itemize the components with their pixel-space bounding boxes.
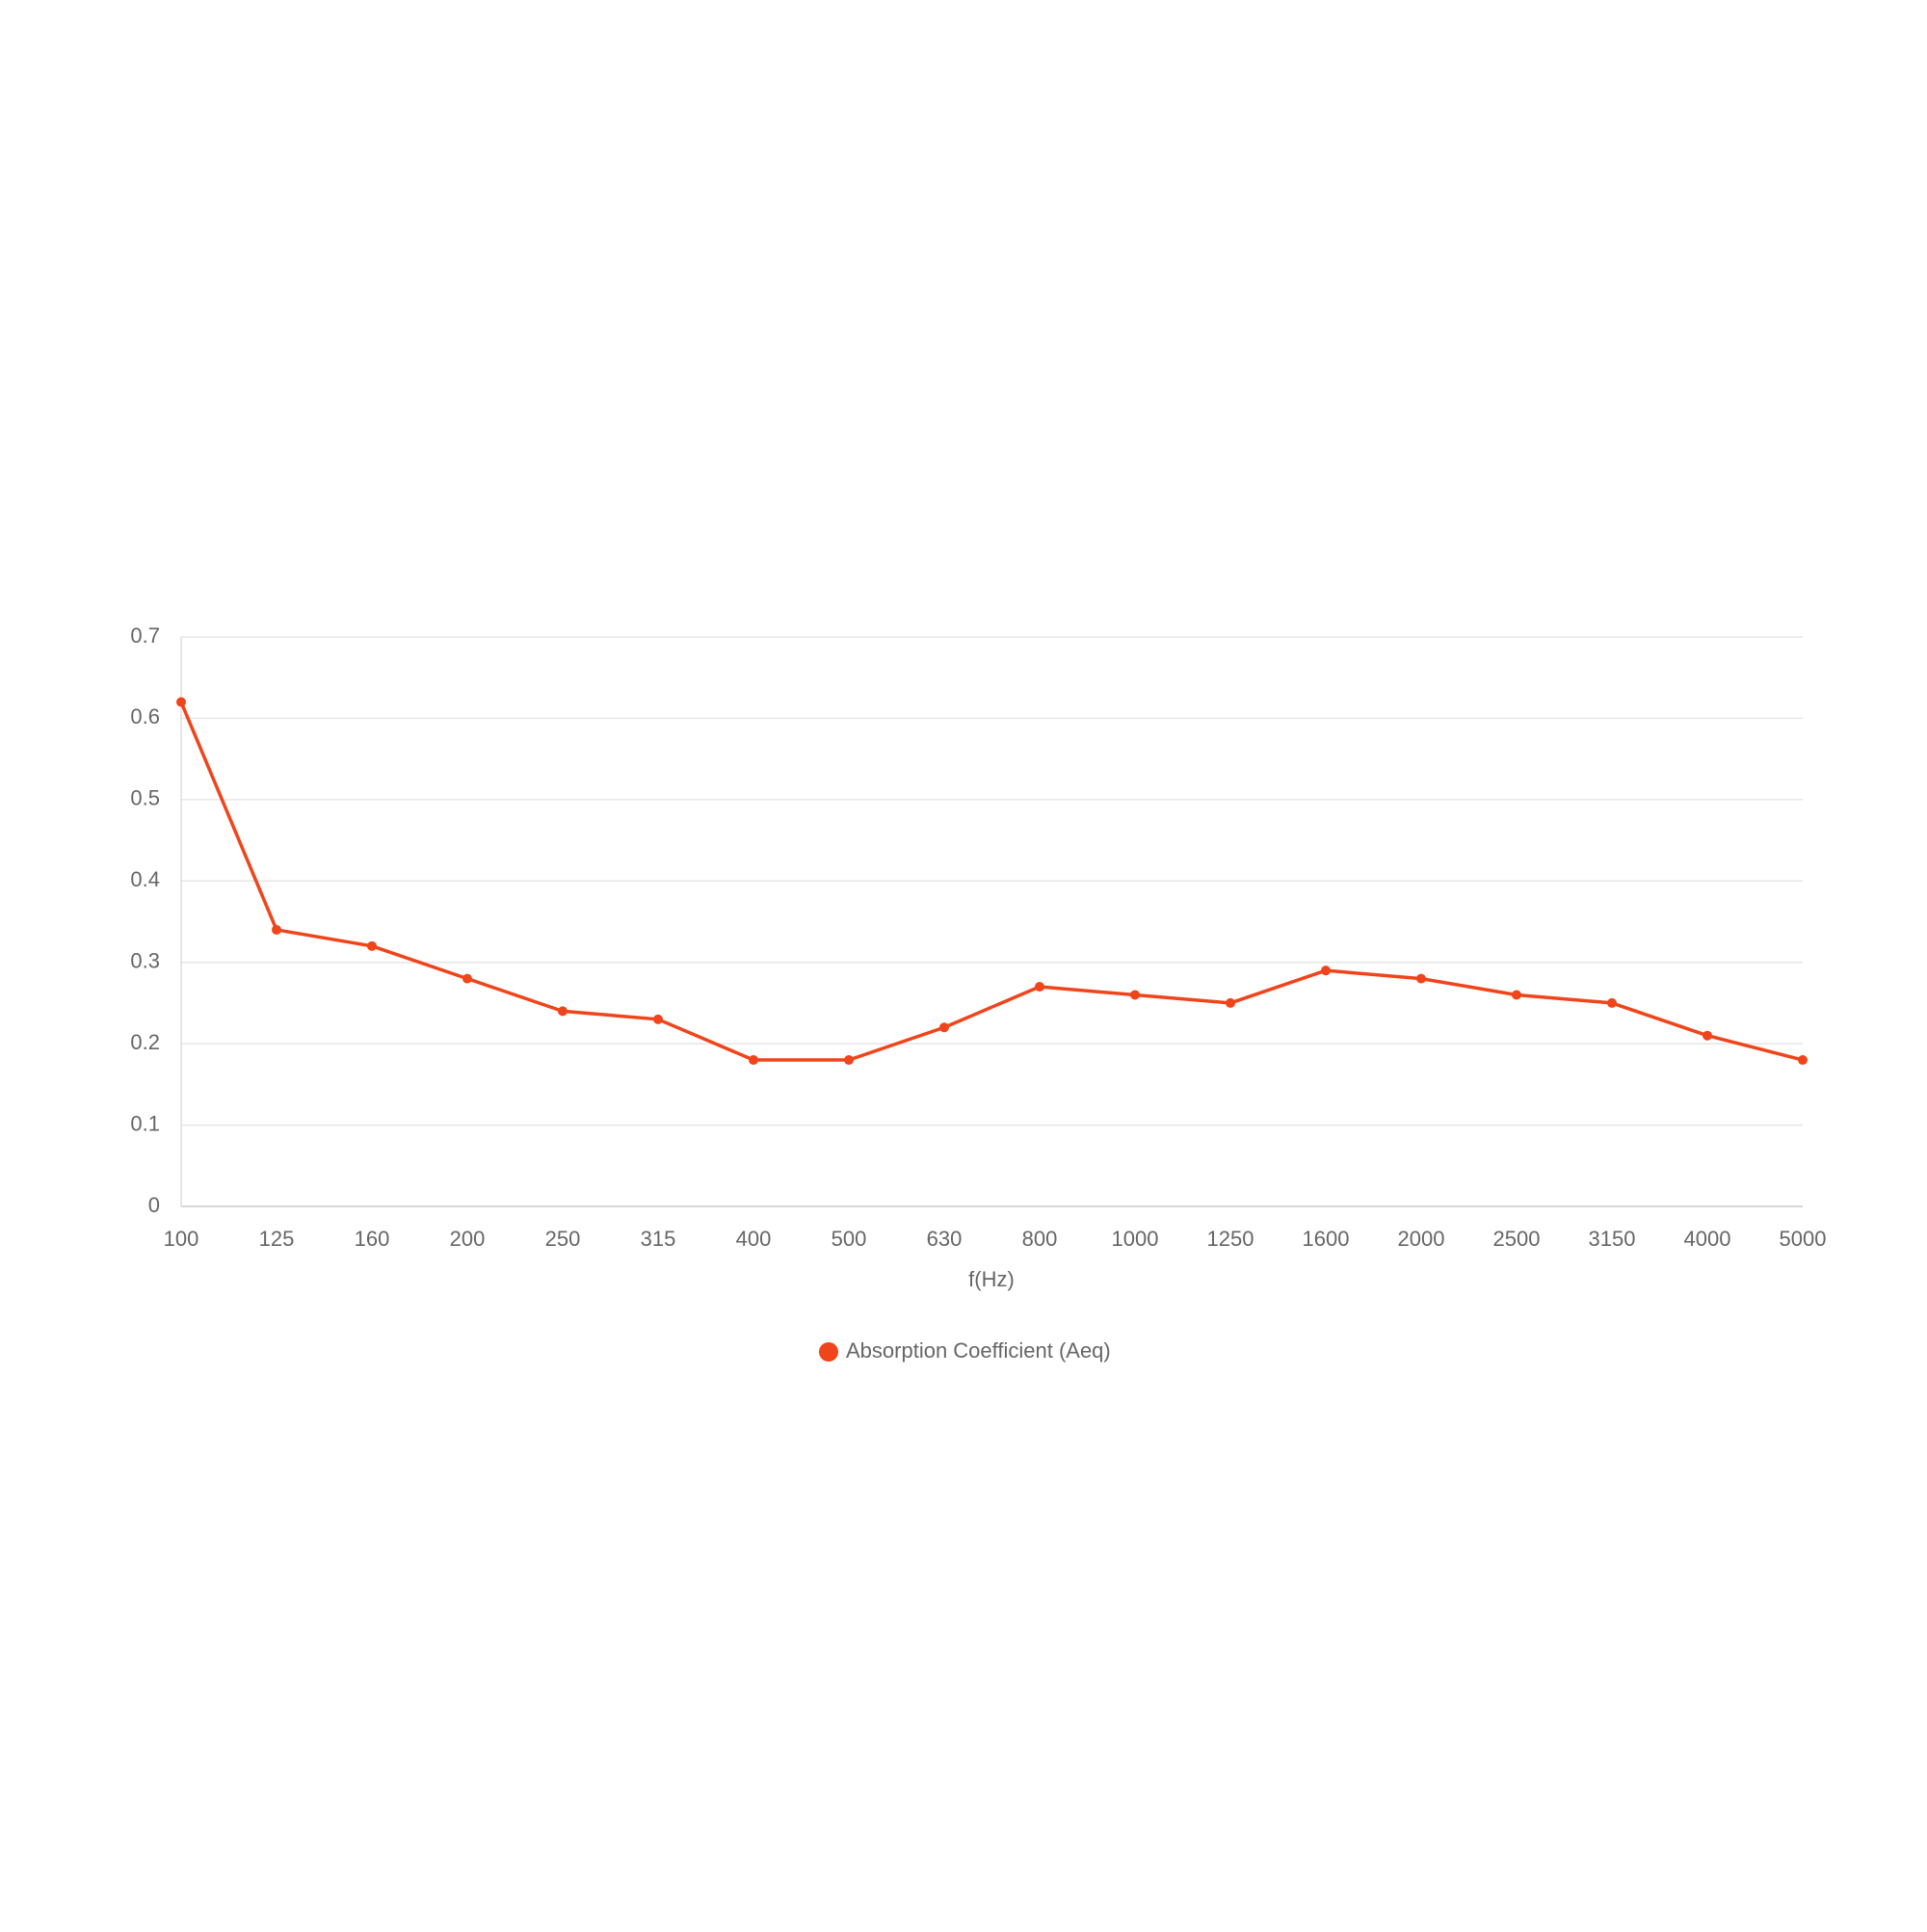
data-point <box>1226 997 1235 1008</box>
y-tick-label: 0.4 <box>130 867 160 891</box>
y-tick-label: 0.3 <box>130 949 160 973</box>
data-point <box>1607 997 1617 1008</box>
x-tick-label: 3150 <box>1589 1227 1636 1251</box>
data-point <box>844 1055 854 1066</box>
data-point <box>1130 990 1140 1000</box>
x-tick-label: 630 <box>927 1227 963 1251</box>
data-point <box>1416 973 1426 984</box>
x-tick-label: 250 <box>545 1227 581 1251</box>
x-tick-label: 1250 <box>1207 1227 1254 1251</box>
data-point <box>1703 1030 1712 1041</box>
data-point <box>653 1014 663 1024</box>
y-tick-label: 0 <box>148 1193 160 1217</box>
data-point <box>558 1006 568 1017</box>
data-point <box>1035 982 1044 992</box>
x-tick-label: 125 <box>259 1227 295 1251</box>
x-tick-label: 315 <box>641 1227 676 1251</box>
data-point <box>462 973 472 984</box>
x-tick-label: 160 <box>355 1227 390 1251</box>
y-tick-label: 0.2 <box>130 1030 160 1054</box>
x-tick-label: 5000 <box>1780 1227 1827 1251</box>
data-point <box>272 924 281 935</box>
x-tick-label: 400 <box>736 1227 772 1251</box>
legend-marker <box>819 1342 838 1362</box>
data-point <box>1798 1055 1808 1066</box>
data-point <box>1512 990 1521 1000</box>
x-tick-label: 1000 <box>1112 1227 1159 1251</box>
data-point <box>176 697 186 707</box>
x-axis-title: f(Hz) <box>968 1267 1015 1291</box>
data-point <box>367 940 377 951</box>
y-tick-label: 0.6 <box>130 704 160 728</box>
x-tick-label: 1600 <box>1303 1227 1350 1251</box>
data-point <box>1321 966 1331 976</box>
x-tick-label: 800 <box>1022 1227 1058 1251</box>
x-tick-label: 100 <box>164 1227 199 1251</box>
y-tick-label: 0.1 <box>130 1111 160 1135</box>
series-line <box>179 701 1804 1062</box>
x-tick-label: 2500 <box>1493 1227 1541 1251</box>
x-tick-label: 200 <box>450 1227 486 1251</box>
x-tick-label: 500 <box>832 1227 867 1251</box>
x-tick-label: 2000 <box>1398 1227 1445 1251</box>
y-tick-label: 0.7 <box>130 623 160 648</box>
data-point <box>749 1055 758 1066</box>
data-point <box>939 1022 949 1033</box>
x-tick-label: 4000 <box>1684 1227 1731 1251</box>
legend-label: Absorption Coefficient (Aeq) <box>846 1338 1111 1363</box>
y-tick-label: 0.5 <box>130 786 160 810</box>
